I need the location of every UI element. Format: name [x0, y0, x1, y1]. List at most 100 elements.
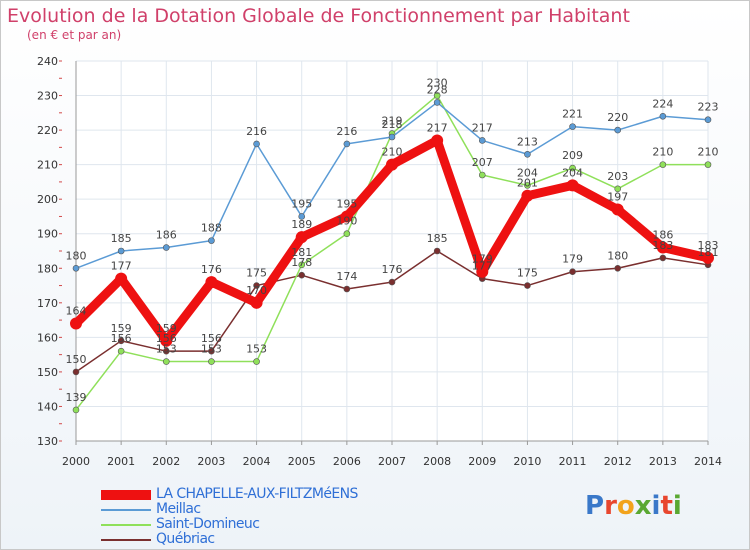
data-point — [614, 185, 622, 193]
y-tick-label: 150 — [37, 366, 58, 379]
data-label: 217 — [427, 121, 448, 134]
chart-title: Evolution de la Dotation Globale de Fonc… — [7, 5, 630, 27]
x-tick-label: 2005 — [288, 455, 316, 468]
data-point — [433, 247, 441, 255]
data-label: 178 — [291, 256, 312, 269]
y-tick-label: 220 — [37, 124, 58, 137]
data-label: 176 — [201, 263, 222, 276]
data-label: 204 — [562, 166, 583, 179]
data-point — [478, 137, 486, 144]
data-point — [388, 133, 396, 141]
chart-subtitle: (en € et par an) — [27, 28, 122, 42]
data-point — [702, 251, 714, 264]
data-label: 228 — [427, 83, 448, 96]
data-label: 156 — [111, 332, 132, 345]
data-label: 176 — [382, 263, 403, 276]
data-label: 153 — [246, 343, 267, 356]
data-point — [569, 268, 576, 276]
data-label: 195 — [291, 197, 312, 210]
x-tick-label: 2009 — [468, 455, 496, 468]
data-point — [72, 406, 80, 414]
y-tick-label: 190 — [37, 228, 58, 241]
data-point — [343, 230, 351, 238]
data-point — [386, 158, 398, 171]
y-tick-label: 240 — [37, 55, 58, 68]
legend-swatch — [101, 539, 151, 541]
data-label: 183 — [698, 239, 719, 252]
data-label: 224 — [652, 97, 673, 110]
data-label: 218 — [382, 118, 403, 131]
data-label: 156 — [156, 332, 177, 345]
data-point — [253, 358, 260, 365]
data-label: 180 — [607, 249, 628, 262]
data-point — [611, 203, 624, 216]
x-tick-label: 2013 — [649, 455, 677, 468]
data-point — [253, 140, 260, 148]
data-label: 175 — [517, 267, 538, 280]
data-label: 216 — [336, 125, 357, 138]
legend-swatch — [101, 524, 151, 526]
data-point — [524, 150, 531, 158]
data-point — [476, 265, 489, 278]
x-tick-label: 2011 — [559, 455, 587, 468]
y-tick-label: 170 — [37, 297, 58, 310]
data-point — [250, 296, 263, 309]
data-point — [72, 264, 80, 272]
data-label: 180 — [66, 249, 87, 262]
data-label: 209 — [562, 149, 583, 162]
data-label: 174 — [336, 270, 357, 283]
data-point — [160, 334, 173, 347]
x-tick-label: 2008 — [423, 455, 451, 468]
legend-label: Meillac — [156, 501, 201, 517]
x-tick-label: 2010 — [513, 455, 541, 468]
data-point — [704, 161, 712, 168]
data-label: 164 — [66, 305, 87, 318]
data-point — [521, 189, 534, 202]
data-label: 181 — [698, 246, 719, 259]
data-point — [115, 272, 128, 285]
data-point — [614, 264, 622, 272]
data-label: 186 — [156, 229, 177, 242]
data-label: 179 — [472, 253, 493, 266]
legend-label: Saint-Domineuc — [156, 516, 260, 532]
legend-label: Québriac — [156, 531, 215, 547]
data-label: 213 — [517, 135, 538, 148]
data-point — [659, 161, 667, 168]
data-point — [205, 276, 218, 289]
data-label: 219 — [382, 115, 403, 128]
data-point — [117, 347, 125, 355]
data-label: 181 — [291, 246, 312, 259]
data-point — [340, 210, 353, 223]
y-tick-label: 160 — [37, 331, 58, 344]
data-point — [524, 282, 531, 289]
data-label: 220 — [607, 111, 628, 124]
data-label: 195 — [336, 197, 357, 210]
data-point — [569, 123, 576, 130]
data-label: 185 — [111, 232, 132, 245]
data-point — [208, 347, 215, 355]
y-tick-label: 210 — [37, 159, 58, 172]
data-label: 153 — [156, 343, 177, 356]
y-tick-label: 180 — [37, 262, 58, 275]
data-point — [72, 368, 80, 376]
data-point — [659, 112, 667, 120]
data-label: 203 — [607, 170, 628, 183]
legend-swatch — [101, 509, 151, 511]
data-label: 223 — [698, 101, 719, 114]
data-point — [433, 92, 441, 99]
data-point — [343, 285, 351, 293]
data-label: 210 — [382, 146, 403, 159]
data-point — [162, 244, 170, 251]
data-label: 210 — [652, 146, 673, 159]
data-label: 177 — [111, 260, 132, 273]
data-point — [295, 231, 308, 244]
data-label: 159 — [111, 322, 132, 335]
data-label: 188 — [201, 222, 222, 235]
y-tick-label: 140 — [37, 400, 58, 413]
data-label: 175 — [246, 267, 267, 280]
data-label: 156 — [201, 332, 222, 345]
data-label: 150 — [66, 353, 87, 366]
data-point — [659, 254, 667, 262]
data-point — [614, 126, 622, 134]
